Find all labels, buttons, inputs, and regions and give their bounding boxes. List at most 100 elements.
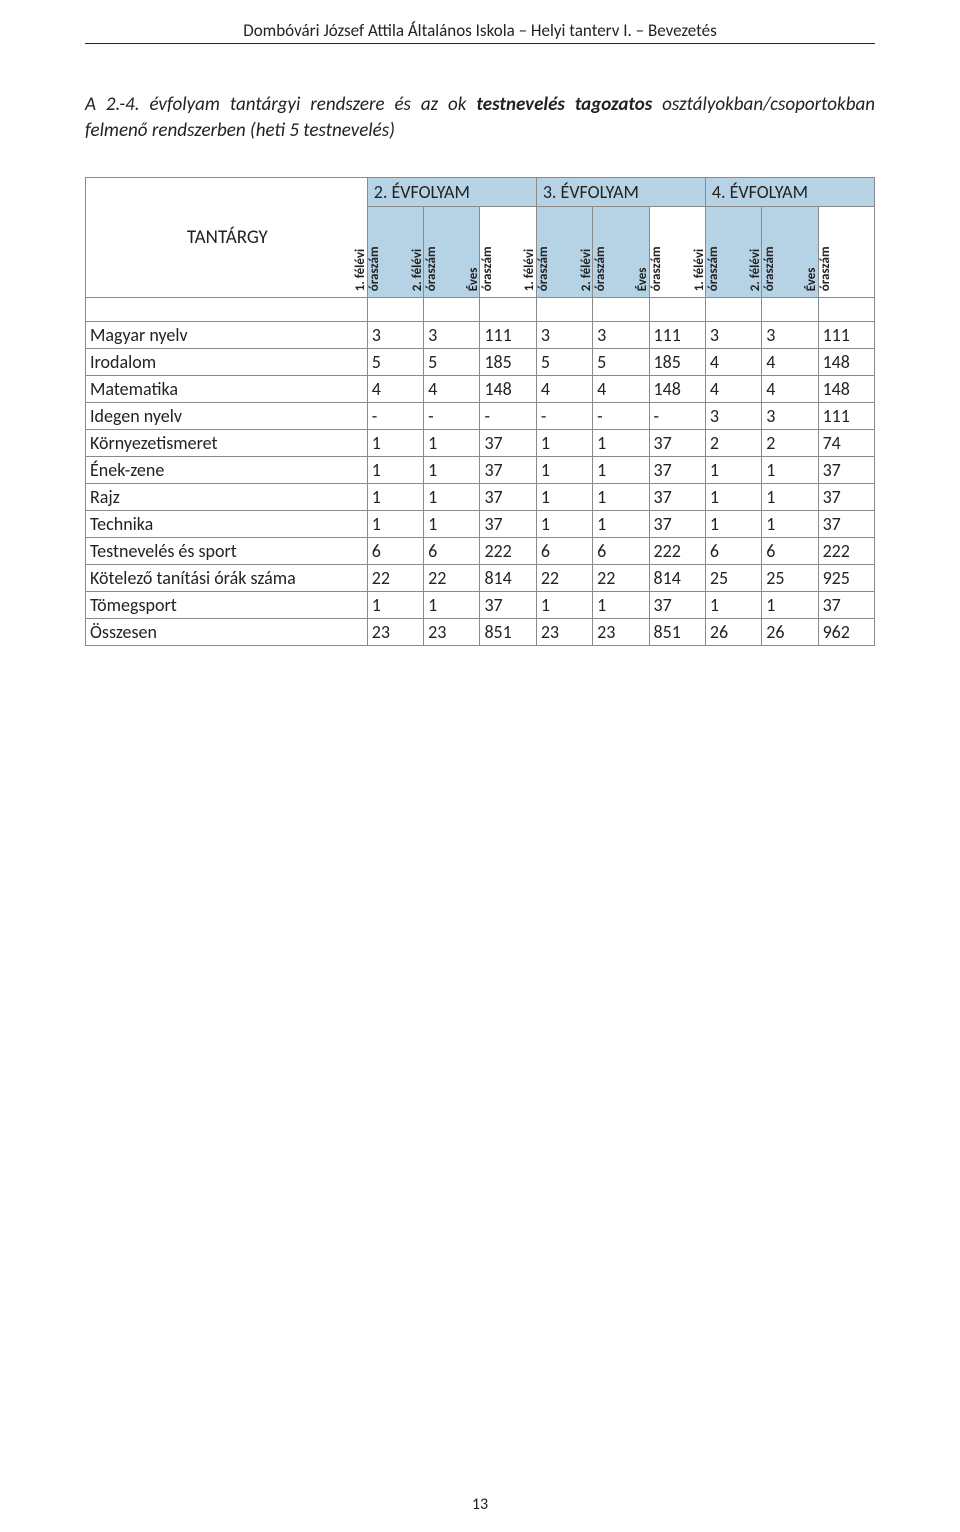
cell: 6 xyxy=(424,538,480,565)
cell: 1 xyxy=(536,484,592,511)
cell: 1 xyxy=(536,592,592,619)
row-label: Idegen nyelv xyxy=(86,403,368,430)
cell: 1 xyxy=(762,484,818,511)
cell: 37 xyxy=(480,457,536,484)
cell: 37 xyxy=(649,484,705,511)
cell: 111 xyxy=(818,403,874,430)
yearhead-4: 4. ÉVFOLYAM xyxy=(705,178,874,207)
row-label: Összesen xyxy=(86,619,368,646)
cell: 4 xyxy=(424,376,480,403)
table-row: Kötelező tanítási órák száma222281422228… xyxy=(86,565,875,592)
cell: 5 xyxy=(593,349,649,376)
cell: 4 xyxy=(762,376,818,403)
cell: 22 xyxy=(424,565,480,592)
yearhead-3: 3. ÉVFOLYAM xyxy=(536,178,705,207)
intro-prefix: A 2.-4. évfolyam tantárgyi rendszere és … xyxy=(85,93,476,116)
row-label: Irodalom xyxy=(86,349,368,376)
cell: 4 xyxy=(705,376,761,403)
table-row: Tömegsport113711371137 xyxy=(86,592,875,619)
cell: 5 xyxy=(367,349,423,376)
cell: 3 xyxy=(705,322,761,349)
row-header-label: TANTÁRGY xyxy=(86,178,368,298)
cell: - xyxy=(649,403,705,430)
page-number: 13 xyxy=(0,1495,960,1514)
colhead-y4-ev: Évesóraszám xyxy=(818,207,874,298)
row-label: Magyar nyelv xyxy=(86,322,368,349)
cell: 1 xyxy=(424,430,480,457)
cell: 1 xyxy=(593,484,649,511)
cell: 37 xyxy=(649,592,705,619)
cell: 222 xyxy=(480,538,536,565)
cell: 37 xyxy=(480,430,536,457)
cell: 111 xyxy=(818,322,874,349)
cell: 5 xyxy=(424,349,480,376)
cell: 37 xyxy=(649,430,705,457)
cell: 1 xyxy=(536,511,592,538)
cell: 1 xyxy=(536,457,592,484)
cell: 1 xyxy=(367,430,423,457)
running-head: Dombóvári József Attila Általános Iskola… xyxy=(85,20,875,44)
cell: 1 xyxy=(593,511,649,538)
row-label: Technika xyxy=(86,511,368,538)
cell: 1 xyxy=(536,430,592,457)
cell: - xyxy=(424,403,480,430)
cell: 26 xyxy=(762,619,818,646)
cell: 22 xyxy=(367,565,423,592)
cell: 6 xyxy=(593,538,649,565)
cell: 37 xyxy=(649,457,705,484)
cell: 851 xyxy=(480,619,536,646)
cell: 1 xyxy=(367,457,423,484)
cell: 3 xyxy=(593,322,649,349)
cell: 1 xyxy=(593,430,649,457)
year-row: TANTÁRGY 2. ÉVFOLYAM 3. ÉVFOLYAM 4. ÉVFO… xyxy=(86,178,875,207)
cell: 1 xyxy=(367,484,423,511)
cell: 2 xyxy=(705,430,761,457)
row-label: Tömegsport xyxy=(86,592,368,619)
cell: 37 xyxy=(480,484,536,511)
cell: 148 xyxy=(818,376,874,403)
cell: 26 xyxy=(705,619,761,646)
cell: 1 xyxy=(424,511,480,538)
cell: 111 xyxy=(649,322,705,349)
cell: 3 xyxy=(536,322,592,349)
cell: 1 xyxy=(762,511,818,538)
cell: 3 xyxy=(762,322,818,349)
cell: 23 xyxy=(424,619,480,646)
cell: 3 xyxy=(705,403,761,430)
cell: 37 xyxy=(649,511,705,538)
cell: 23 xyxy=(593,619,649,646)
cell: 1 xyxy=(705,457,761,484)
cell: 3 xyxy=(367,322,423,349)
cell: 814 xyxy=(480,565,536,592)
document-page: Dombóvári József Attila Általános Iskola… xyxy=(0,0,960,1532)
cell: 1 xyxy=(367,592,423,619)
cell: 4 xyxy=(593,376,649,403)
cell: 222 xyxy=(818,538,874,565)
cell: 851 xyxy=(649,619,705,646)
cell: 148 xyxy=(649,376,705,403)
table-row: Matematika441484414844148 xyxy=(86,376,875,403)
cell: 23 xyxy=(367,619,423,646)
intro-bold: testnevelés tagozatos xyxy=(476,93,652,116)
cell: 3 xyxy=(424,322,480,349)
row-label: Matematika xyxy=(86,376,368,403)
row-label: Környezetismeret xyxy=(86,430,368,457)
cell: 37 xyxy=(818,592,874,619)
table-row: Rajz113711371137 xyxy=(86,484,875,511)
cell: 4 xyxy=(705,349,761,376)
cell: 1 xyxy=(593,592,649,619)
cell: 1 xyxy=(705,511,761,538)
table-row: Testnevelés és sport662226622266222 xyxy=(86,538,875,565)
table-body: Magyar nyelv331113311133111Irodalom55185… xyxy=(86,322,875,646)
cell: 925 xyxy=(818,565,874,592)
cell: 37 xyxy=(818,511,874,538)
cell: 4 xyxy=(367,376,423,403)
table-row: Magyar nyelv331113311133111 xyxy=(86,322,875,349)
cell: 2 xyxy=(762,430,818,457)
cell: - xyxy=(593,403,649,430)
cell: 37 xyxy=(480,511,536,538)
row-label: Testnevelés és sport xyxy=(86,538,368,565)
cell: 23 xyxy=(536,619,592,646)
cell: 6 xyxy=(762,538,818,565)
row-label: Ének-zene xyxy=(86,457,368,484)
